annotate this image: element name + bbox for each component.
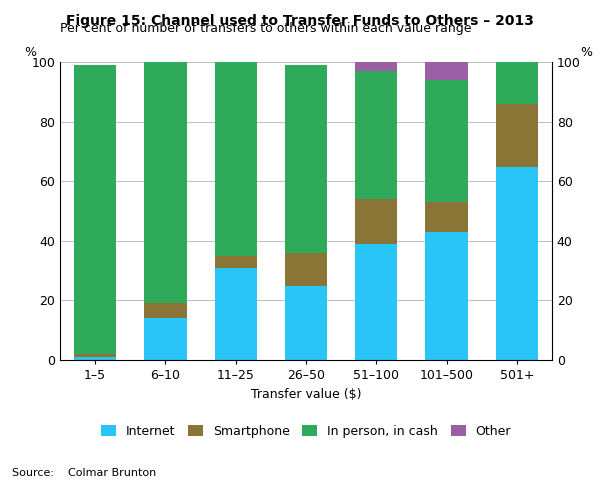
Bar [496, 62, 538, 104]
Bar [285, 253, 327, 286]
Bar [285, 65, 327, 253]
Bar [355, 62, 397, 72]
Bar [145, 62, 187, 303]
Bar [74, 357, 116, 360]
Y-axis label: %: % [580, 47, 592, 60]
Text: Per cent of number of transfers to others within each value range: Per cent of number of transfers to other… [60, 22, 472, 35]
Bar [285, 286, 327, 360]
Bar [215, 62, 257, 256]
Bar [425, 202, 467, 232]
Bar [355, 199, 397, 244]
Text: Figure 15: Channel used to Transfer Funds to Others – 2013: Figure 15: Channel used to Transfer Fund… [66, 14, 534, 28]
X-axis label: Transfer value ($): Transfer value ($) [251, 387, 361, 401]
Bar [425, 232, 467, 360]
Bar [215, 268, 257, 360]
Bar [355, 72, 397, 199]
Bar [425, 80, 467, 202]
Bar [496, 167, 538, 360]
Bar [355, 244, 397, 360]
Legend: Internet, Smartphone, In person, in cash, Other: Internet, Smartphone, In person, in cash… [96, 420, 516, 443]
Bar [74, 65, 116, 354]
Bar [425, 62, 467, 80]
Bar [74, 354, 116, 357]
Bar [145, 318, 187, 360]
Text: Source:    Colmar Brunton: Source: Colmar Brunton [12, 468, 156, 478]
Bar [496, 104, 538, 167]
Bar [145, 303, 187, 318]
Y-axis label: %: % [25, 47, 37, 60]
Bar [215, 256, 257, 268]
